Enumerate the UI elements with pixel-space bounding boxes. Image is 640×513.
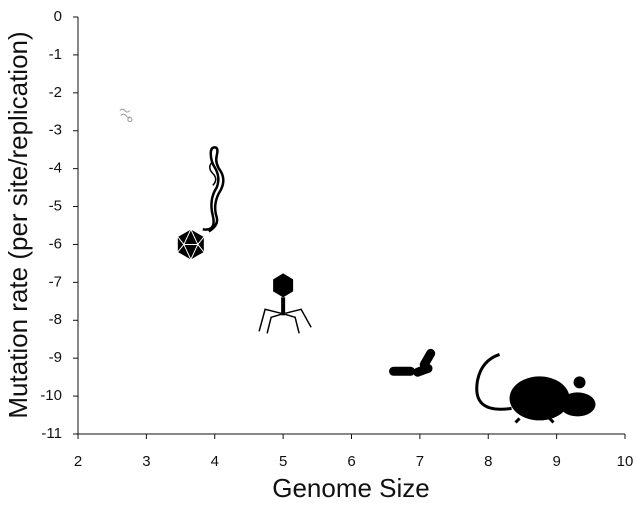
point-icon [119, 108, 133, 123]
y-tick-label: -7 [49, 273, 62, 290]
icon-part [273, 273, 294, 298]
x-tick-label: 8 [484, 453, 492, 470]
x-tick-label: 10 [617, 453, 634, 470]
y-tick-label: 0 [54, 8, 62, 25]
icon-part [119, 108, 131, 118]
point-icon [202, 146, 225, 233]
icon-part [419, 348, 436, 370]
point-icon [475, 352, 596, 424]
point-icon [258, 273, 312, 334]
y-tick-label: -8 [49, 311, 62, 328]
y-tick-label: -6 [49, 235, 62, 252]
x-axis-title: Genome Size [272, 473, 430, 503]
y-axis-title: Mutation rate (per site/replication) [3, 31, 33, 418]
x-tick-label: 6 [347, 453, 355, 470]
icon-part [389, 366, 416, 376]
icon-part [258, 308, 312, 334]
y-tick-label: -2 [49, 84, 62, 101]
y-tick-label: -10 [40, 387, 62, 404]
icon-part [475, 352, 512, 411]
icon-part [514, 417, 555, 424]
x-tick-label: 9 [552, 453, 560, 470]
y-tick-label: -5 [49, 198, 62, 215]
y-tick-label: -4 [49, 160, 62, 177]
x-tick-label: 3 [142, 453, 150, 470]
icon-part [413, 363, 433, 377]
icon-part [127, 117, 133, 123]
y-tick-label: -9 [49, 349, 62, 366]
point-icon [177, 228, 205, 261]
x-tick-label: 7 [416, 453, 424, 470]
icon-part [559, 392, 596, 417]
icon-part [209, 160, 217, 186]
x-tick-label: 2 [74, 453, 82, 470]
x-tick-label: 4 [211, 453, 219, 470]
icon-part [281, 297, 286, 316]
y-tick-label: -3 [49, 122, 62, 139]
icon-part [573, 376, 586, 389]
icon-part [509, 376, 570, 421]
y-tick-label: -11 [41, 425, 62, 442]
icon-part [202, 146, 225, 233]
x-tick-label: 5 [279, 453, 287, 470]
icon-part [177, 228, 205, 261]
point-icon [389, 348, 436, 377]
y-tick-label: -1 [49, 46, 62, 63]
